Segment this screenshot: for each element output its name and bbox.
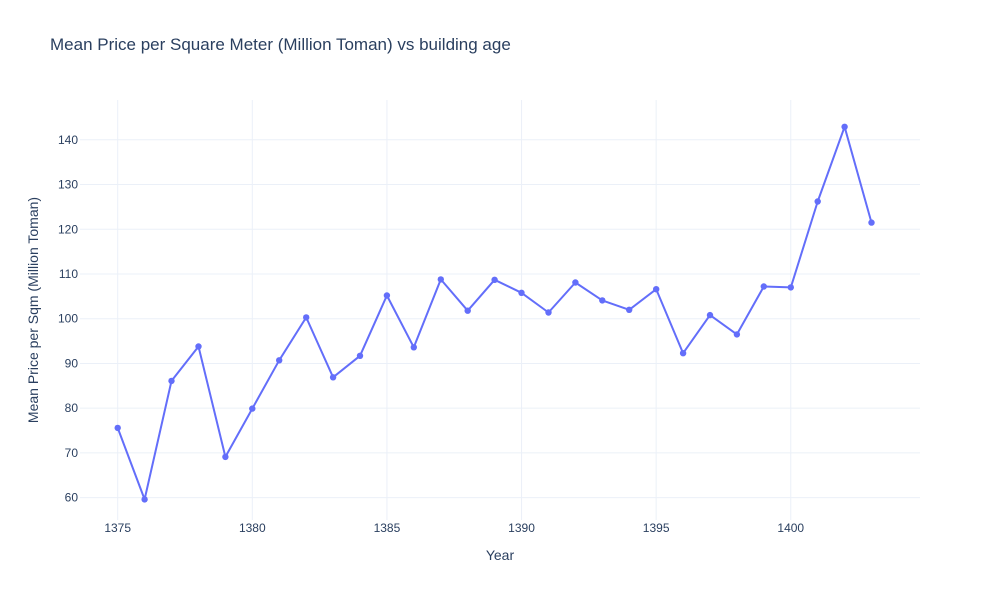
y-tick-label: 70 [65, 446, 79, 460]
tick-labels: 1375 1380 1385 1390 1395 1400 60 70 80 90 100 110 12… [58, 133, 804, 535]
data-point[interactable] [868, 219, 875, 226]
data-point[interactable] [545, 309, 552, 316]
data-point[interactable] [464, 307, 471, 314]
y-tick-label: 120 [58, 222, 78, 236]
data-point[interactable] [303, 314, 310, 321]
data-point[interactable] [276, 357, 283, 364]
data-point[interactable] [437, 276, 444, 283]
data-point[interactable] [168, 377, 175, 385]
data-point[interactable] [518, 289, 525, 296]
y-tick-label: 60 [65, 491, 79, 505]
x-tick-label: 1380 [239, 521, 266, 535]
data-point[interactable] [114, 424, 121, 432]
data-points [114, 123, 875, 503]
y-axis-title: Mean Price per Sqm (Million Toman) [25, 197, 41, 423]
chart-title: Mean Price per Square Meter (Million Tom… [50, 35, 511, 54]
data-point[interactable] [383, 292, 391, 299]
data-point[interactable] [491, 276, 498, 283]
data-point[interactable] [356, 352, 364, 359]
y-tick-label: 80 [65, 401, 79, 415]
y-tick-label: 140 [58, 133, 78, 147]
data-point[interactable] [329, 374, 337, 381]
data-point[interactable] [814, 198, 821, 205]
data-point[interactable] [679, 350, 687, 357]
data-point[interactable] [599, 297, 606, 304]
y-tick-label: 100 [58, 312, 78, 326]
data-point[interactable] [410, 344, 417, 351]
x-tick-label: 1400 [777, 521, 804, 535]
y-tick-label: 110 [59, 267, 78, 281]
data-point[interactable] [141, 496, 148, 503]
x-tick-label: 1395 [643, 521, 670, 535]
data-point[interactable] [733, 331, 741, 338]
x-axis-title: Year [486, 547, 515, 563]
data-point[interactable] [706, 311, 714, 319]
data-point[interactable] [222, 453, 229, 461]
data-point[interactable] [249, 405, 256, 412]
data-point[interactable] [626, 306, 633, 313]
data-point[interactable] [841, 123, 848, 130]
data-point[interactable] [760, 283, 767, 290]
y-tick-label: 90 [65, 356, 79, 370]
gridlines [80, 100, 920, 520]
data-point[interactable] [572, 279, 579, 286]
y-tick-label: 130 [58, 178, 78, 192]
x-tick-label: 1390 [508, 521, 535, 535]
x-tick-label: 1375 [104, 521, 131, 535]
data-point[interactable] [195, 343, 202, 350]
data-point[interactable] [787, 284, 794, 291]
data-point[interactable] [653, 286, 660, 293]
x-tick-label: 1385 [374, 521, 401, 535]
